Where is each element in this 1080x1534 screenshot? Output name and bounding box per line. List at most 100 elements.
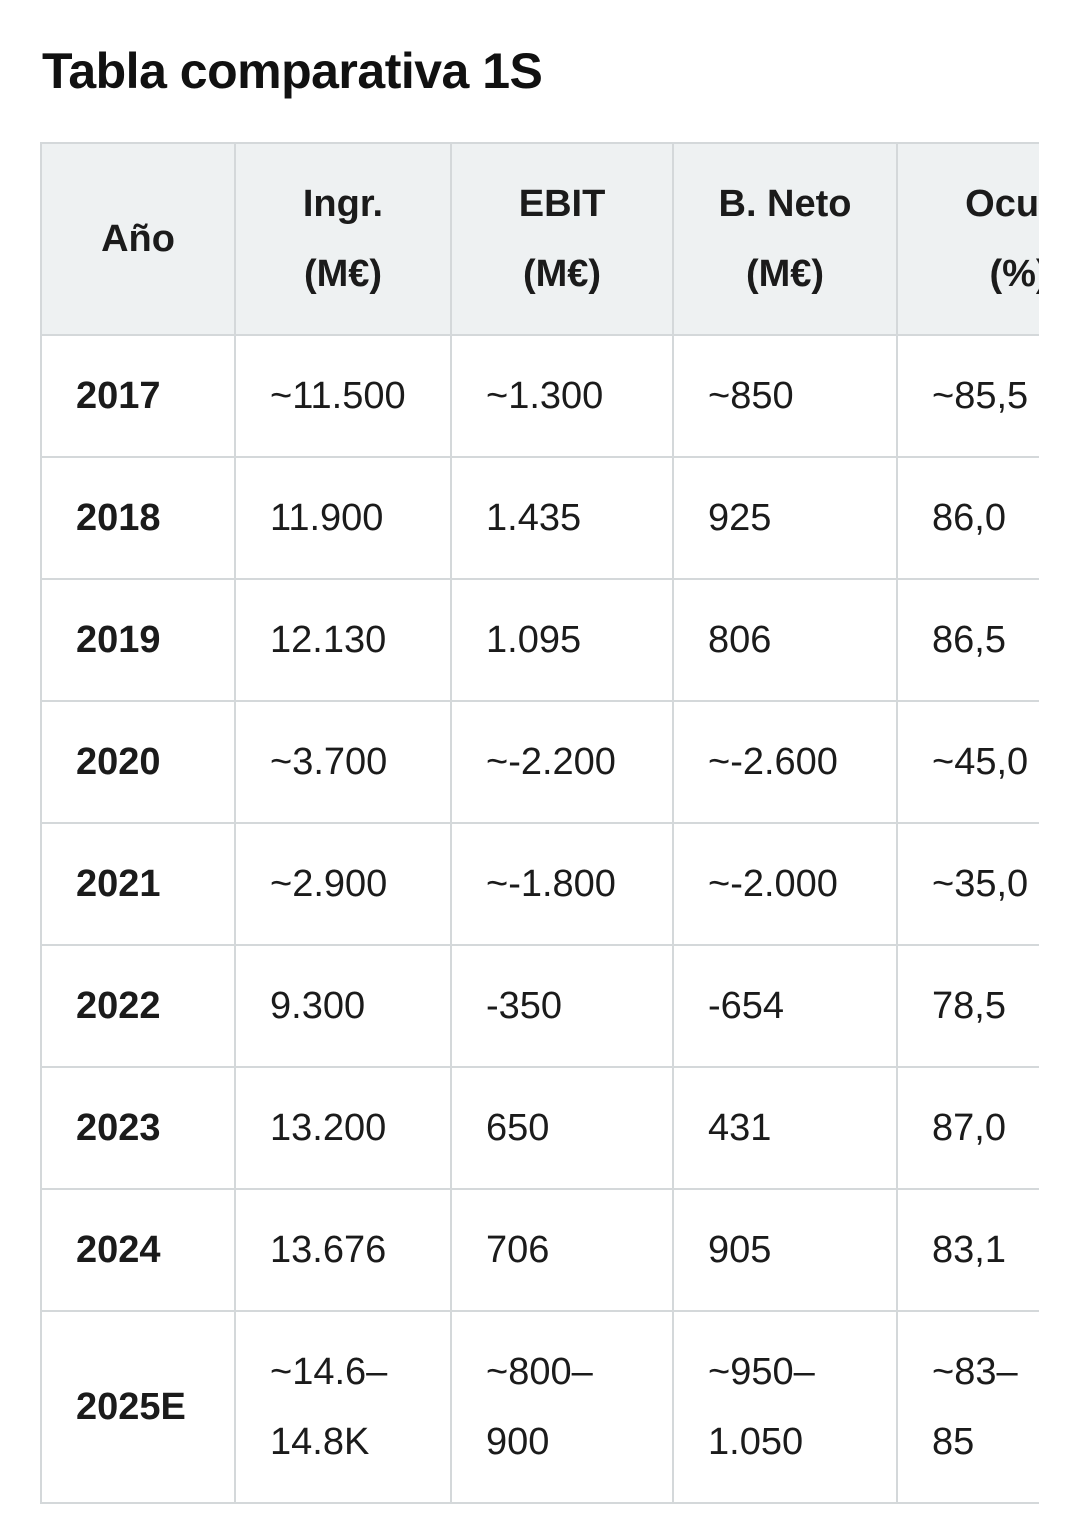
cell-year: 2025E [40,1310,236,1504]
cell-net-profit: 431 [672,1066,898,1190]
cell-occupancy: ~35,0 [896,822,1039,946]
cell-value: 14.8K [270,1421,370,1463]
column-header-ebit: EBIT (M€) [450,142,674,336]
cell-revenue: 13.200 [234,1066,452,1190]
column-header-unit: (%) [989,253,1039,295]
cell-occupancy: 83,1 [896,1188,1039,1312]
cell-value: ~800– [486,1351,593,1393]
cell-value: 78,5 [932,985,1006,1027]
cell-value: ~-2.200 [486,741,616,783]
cell-ebit: 706 [450,1188,674,1312]
cell-value: 11.900 [270,497,384,539]
cell-value: 9.300 [270,985,366,1027]
column-header-revenue: Ingr. (M€) [234,142,452,336]
cell-year: 2020 [40,700,236,824]
cell-revenue: ~14.6– 14.8K [234,1310,452,1504]
cell-year: 2021 [40,822,236,946]
cell-ebit: 1.435 [450,456,674,580]
cell-occupancy: ~45,0 [896,700,1039,824]
cell-occupancy: 86,5 [896,578,1039,702]
comparison-table-container[interactable]: Año Ingr. (M€) EBIT (M€) B. Neto (M€) Oc… [40,142,1039,1512]
cell-ebit: ~-1.800 [450,822,674,946]
cell-value: 12.130 [270,619,387,661]
cell-ebit: ~800– 900 [450,1310,674,1504]
cell-net-profit: -654 [672,944,898,1068]
cell-value: ~2.900 [270,863,388,905]
cell-value: ~-2.600 [708,741,838,783]
cell-year: 2023 [40,1066,236,1190]
cell-value: ~35,0 [932,863,1029,905]
cell-net-profit: ~-2.000 [672,822,898,946]
cell-occupancy: ~83– 85 [896,1310,1039,1504]
cell-value: ~950– [708,1351,815,1393]
column-header-label: Año [101,218,175,260]
table-row: 2017 ~11.500 ~1.300 ~850 ~85,5 [40,334,1039,458]
cell-value: 83,1 [932,1229,1006,1271]
cell-revenue: ~2.900 [234,822,452,946]
cell-value: 13.676 [270,1229,387,1271]
cell-value: 1.435 [486,497,582,539]
cell-value: 431 [708,1107,772,1149]
cell-revenue: 13.676 [234,1188,452,1312]
table-row: 2022 9.300 -350 -654 78,5 [40,944,1039,1068]
cell-value: ~83– [932,1351,1018,1393]
table-row: 2024 13.676 706 905 83,1 [40,1188,1039,1312]
cell-value: ~850 [708,375,794,417]
cell-year: 2017 [40,334,236,458]
cell-ebit: ~-2.200 [450,700,674,824]
column-header-occupancy: Ocup. (%) [896,142,1039,336]
table-row: 2018 11.900 1.435 925 86,0 [40,456,1039,580]
cell-ebit: 1.095 [450,578,674,702]
column-header-net-profit: B. Neto (M€) [672,142,898,336]
cell-occupancy: 78,5 [896,944,1039,1068]
cell-value: ~-2.000 [708,863,838,905]
cell-value: 85 [932,1421,975,1463]
cell-revenue: 9.300 [234,944,452,1068]
column-header-year: Año [40,142,236,336]
cell-revenue: ~11.500 [234,334,452,458]
column-header-label: Ingr. [302,183,384,225]
cell-net-profit: ~950– 1.050 [672,1310,898,1504]
cell-value: ~1.300 [486,375,604,417]
table-row: 2025E ~14.6– 14.8K ~800– 900 ~950– 1.050 ~83– 85 [40,1310,1039,1504]
cell-occupancy: ~85,5 [896,334,1039,458]
cell-net-profit: ~-2.600 [672,700,898,824]
cell-year: 2018 [40,456,236,580]
cell-value: 706 [486,1229,550,1271]
table-header-row: Año Ingr. (M€) EBIT (M€) B. Neto (M€) Oc… [40,142,1039,336]
cell-net-profit: ~850 [672,334,898,458]
cell-value: -350 [486,985,563,1027]
cell-occupancy: 87,0 [896,1066,1039,1190]
cell-value: 13.200 [270,1107,387,1149]
cell-occupancy: 86,0 [896,456,1039,580]
cell-value: 87,0 [932,1107,1006,1149]
cell-revenue: 12.130 [234,578,452,702]
cell-value: 1.050 [708,1421,804,1463]
cell-value: 86,5 [932,619,1006,661]
cell-revenue: ~3.700 [234,700,452,824]
cell-value: -654 [708,985,785,1027]
cell-ebit: 650 [450,1066,674,1190]
cell-value: 905 [708,1229,772,1271]
table-row: 2023 13.200 650 431 87,0 [40,1066,1039,1190]
cell-value: ~45,0 [932,741,1029,783]
column-header-label: EBIT [518,183,606,225]
table-body: 2017 ~11.500 ~1.300 ~850 ~85,5 2018 11.900 1.43… [40,334,1039,1504]
column-header-unit: (M€) [522,253,602,295]
cell-value: 1.095 [486,619,582,661]
table-row: 2020 ~3.700 ~-2.200 ~-2.600 ~45,0 [40,700,1039,824]
cell-year: 2022 [40,944,236,1068]
column-header-unit: (M€) [745,253,825,295]
cell-year: 2019 [40,578,236,702]
cell-net-profit: 925 [672,456,898,580]
page-title: Tabla comparativa 1S [42,43,543,99]
cell-year: 2024 [40,1188,236,1312]
cell-value: 925 [708,497,772,539]
cell-net-profit: 806 [672,578,898,702]
column-header-label: Ocup. [965,183,1039,225]
cell-net-profit: 905 [672,1188,898,1312]
cell-revenue: 11.900 [234,456,452,580]
comparison-table: Año Ingr. (M€) EBIT (M€) B. Neto (M€) Oc… [40,142,1039,1504]
cell-value: ~3.700 [270,741,388,783]
cell-value: ~85,5 [932,375,1029,417]
